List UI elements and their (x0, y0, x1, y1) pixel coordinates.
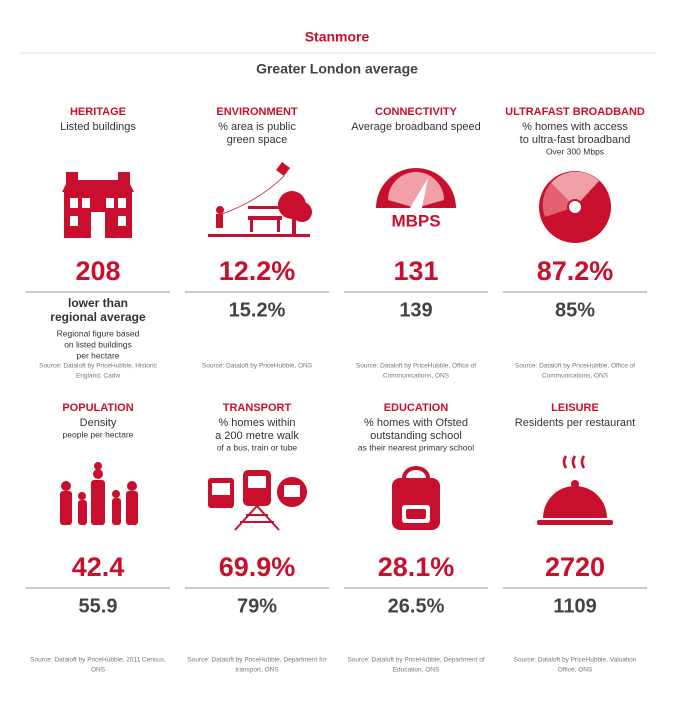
average-value: 1109 (553, 595, 596, 617)
local-value: 87.2% (537, 256, 614, 286)
average-note: on listed buildings (64, 339, 132, 349)
local-value: 28.1% (378, 552, 455, 582)
card-subtitle: green space (227, 134, 288, 146)
card-subtitle: % homes within (218, 417, 295, 429)
card-title: CONNECTIVITY (375, 106, 458, 118)
card-subtitle: % homes with Ofsted (364, 417, 468, 429)
card-subtitle: outstanding school (370, 430, 462, 442)
card-title: HERITAGE (70, 106, 126, 118)
card-detail: Over 300 Mbps (546, 146, 604, 156)
average-value: 15.2% (229, 299, 286, 321)
page-title: Stanmore (305, 29, 370, 45)
card-detail: as their nearest primary school (358, 442, 474, 452)
source: Source: Dataloft by PriceHubble, Departm… (187, 657, 327, 664)
card-subtitle: Residents per restaurant (515, 417, 635, 429)
average-value: 79% (237, 595, 277, 617)
average-note: per hectare (77, 350, 120, 360)
backpack-icon (392, 466, 440, 530)
local-value: 42.4 (72, 552, 125, 582)
average-value: 85% (555, 299, 595, 321)
people-icon (60, 462, 138, 525)
card-subtitle: % homes with access (522, 121, 628, 133)
source: Office, ONS (558, 667, 593, 674)
average-value: 26.5% (388, 595, 445, 617)
card-title: EDUCATION (384, 402, 449, 414)
local-value: 131 (393, 256, 438, 286)
average-text: lower than (68, 296, 128, 310)
card-subtitle: to ultra-fast broadband (520, 134, 631, 146)
cloche-icon (537, 455, 613, 525)
card-title: POPULATION (62, 402, 133, 414)
source: transport, ONS (235, 667, 279, 674)
source: Source: Dataloft by PriceHubble, Histori… (39, 363, 158, 370)
card-subtitle: Density (80, 417, 117, 429)
local-value: 208 (75, 256, 120, 286)
card-title: ENVIRONMENT (216, 106, 298, 118)
card-subtitle: % area is public (218, 121, 296, 133)
source: Communications, ONS (383, 373, 450, 380)
average-value: 139 (399, 299, 432, 321)
dial-icon (539, 171, 611, 243)
local-value: 69.9% (219, 552, 296, 582)
local-value: 2720 (545, 552, 605, 582)
average-value: 55.9 (79, 595, 118, 617)
source: Education, ONS (393, 667, 440, 674)
source: Source: Dataloft by PriceHubble, Office … (515, 363, 635, 370)
card-title: ULTRAFAST BROADBAND (505, 106, 645, 118)
source: Source: Dataloft by PriceHubble, Departm… (347, 657, 484, 664)
card-subtitle: a 200 metre walk (215, 430, 299, 442)
source: Source: Dataloft by PriceHubble, 2011 Ce… (30, 657, 166, 664)
card-title: LEISURE (551, 402, 599, 414)
park-icon (208, 162, 312, 237)
card-title: TRANSPORT (223, 402, 292, 414)
average-note: Regional figure based (57, 328, 140, 338)
source: England, Cadw (76, 373, 120, 380)
source: Source: Dataloft by PriceHubble, Valuati… (514, 657, 637, 664)
card-subtitle: Listed buildings (60, 121, 136, 133)
speed-gauge-icon: MBPS (376, 168, 456, 230)
card-subtitle: Average broadband speed (351, 121, 480, 133)
house-icon (62, 172, 134, 238)
source: Communications, ONS (542, 373, 609, 380)
icon-label: MBPS (391, 211, 440, 230)
source: ONS (91, 667, 106, 674)
card-detail: people per hectare (63, 429, 134, 439)
source: Source: Dataloft by PriceHubble, ONS (202, 363, 313, 370)
local-value: 12.2% (219, 256, 296, 286)
average-text: regional average (50, 310, 146, 324)
transport-icon (208, 470, 307, 531)
source: Source: Dataloft by PriceHubble, Office … (356, 363, 476, 370)
card-detail: of a bus, train or tube (217, 442, 298, 452)
page-subtitle: Greater London average (256, 61, 418, 77)
